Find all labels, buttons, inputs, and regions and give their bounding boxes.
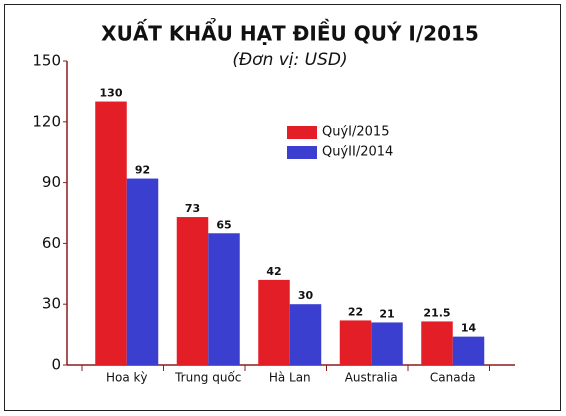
x-tick-label: Hà Lan xyxy=(269,371,311,385)
value-label: 92 xyxy=(135,164,150,177)
y-tick-label: 30 xyxy=(42,295,61,313)
value-label: 21.5 xyxy=(423,306,450,319)
y-tick-label: 150 xyxy=(32,52,61,70)
bar xyxy=(95,101,127,366)
value-label: 30 xyxy=(298,289,314,302)
bar xyxy=(289,304,322,365)
bar xyxy=(176,217,209,365)
legend-label: QuýI/2015 xyxy=(322,125,389,140)
chart-title: XUẤT KHẨU HẠT ĐIỀU QUÝ I/2015 xyxy=(101,20,479,46)
x-tick-label: Australia xyxy=(345,371,398,385)
value-label: 42 xyxy=(266,265,281,278)
chart-subtitle: (Đơn vị: USD) xyxy=(232,50,347,70)
x-tick-label: Trung quốc xyxy=(174,371,241,385)
value-label: 73 xyxy=(185,202,200,215)
bar xyxy=(371,322,403,365)
value-label: 14 xyxy=(461,322,477,335)
legend-swatch xyxy=(287,126,317,139)
y-tick-label: 60 xyxy=(42,234,61,252)
value-label: 65 xyxy=(216,218,231,231)
value-label: 21 xyxy=(379,307,394,320)
y-tick-label: 90 xyxy=(42,173,61,191)
legend-swatch xyxy=(287,146,317,159)
legend-label: QuýII/2014 xyxy=(322,145,393,160)
frame xyxy=(4,4,561,411)
bar xyxy=(208,233,240,365)
x-tick-label: Canada xyxy=(430,371,476,385)
bar xyxy=(339,320,372,365)
bar xyxy=(452,336,485,365)
bar xyxy=(126,178,159,365)
bar xyxy=(421,321,453,365)
x-tick-label: Hoa kỳ xyxy=(106,371,148,385)
value-label: 130 xyxy=(100,87,123,100)
value-label: 22 xyxy=(348,305,363,318)
bar xyxy=(258,279,290,365)
y-tick-label: 0 xyxy=(51,356,61,374)
y-tick-label: 120 xyxy=(32,112,61,130)
